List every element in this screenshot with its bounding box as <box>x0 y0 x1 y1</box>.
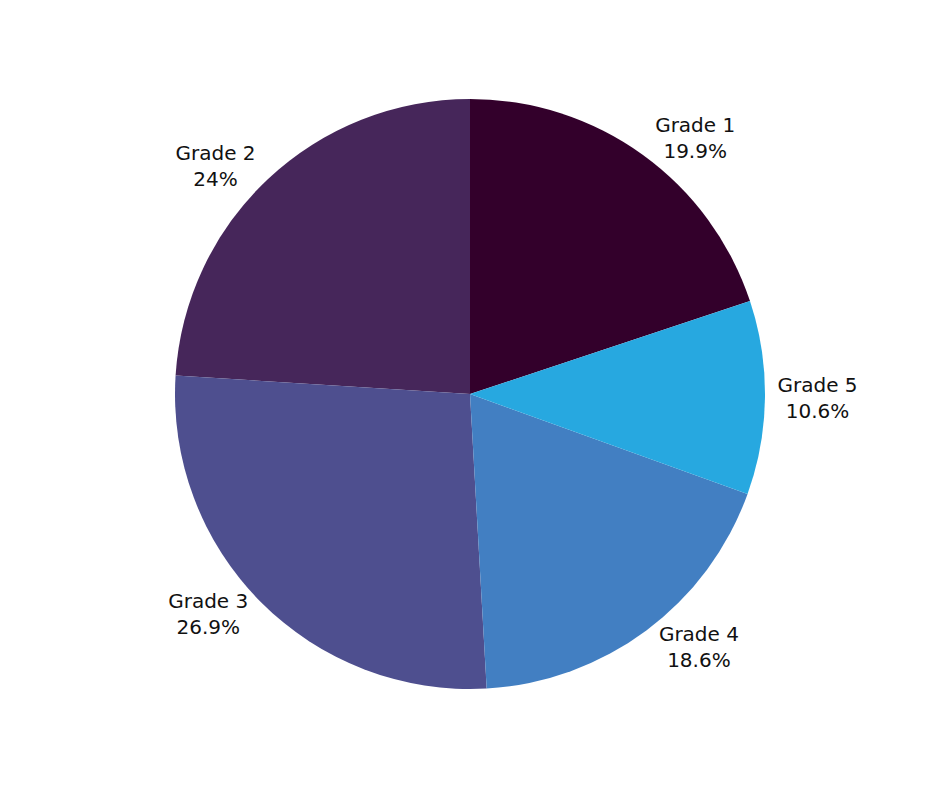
svg-text:Grade 119.9%: Grade 119.9% <box>655 113 735 163</box>
svg-text:Grade 510.6%: Grade 510.6% <box>777 373 857 423</box>
svg-text:Grade 418.6%: Grade 418.6% <box>659 622 739 672</box>
svg-text:Grade 326.9%: Grade 326.9% <box>168 589 248 639</box>
svg-text:Grade 224%: Grade 224% <box>175 141 255 191</box>
